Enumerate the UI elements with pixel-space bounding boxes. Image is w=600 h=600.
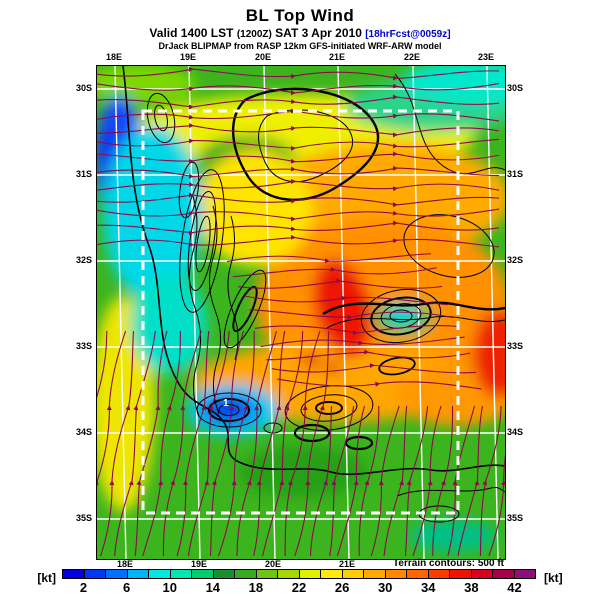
lat-label-right: 35S [507, 513, 524, 523]
lon-label-bottom: 20E [264, 559, 282, 569]
lon-label-top: 20E [254, 52, 272, 62]
colorbar-tick: 14 [205, 580, 221, 595]
colorbar-segment [364, 570, 386, 578]
colorbar-segment [213, 570, 235, 578]
lon-label-bottom: 18E [116, 559, 134, 569]
wind-streamlines [97, 66, 505, 557]
colorbar-tick: 6 [123, 580, 131, 595]
forecast-tag: [18hrFcst@0059z] [365, 29, 451, 40]
colorbar-segment [471, 570, 493, 578]
lat-label-right: 33S [507, 341, 524, 351]
colorbar-tick: 2 [79, 580, 88, 595]
colorbar-tick: 26 [334, 580, 350, 595]
valid-date: SAT 3 Apr 2010 [275, 26, 362, 40]
colorbar-segment [385, 570, 407, 578]
colorbar-segment [299, 570, 321, 578]
colorbar-unit-right: [kt] [544, 571, 563, 585]
colorbar-segment [84, 570, 106, 578]
lon-label-bottom: 21E [338, 559, 356, 569]
colorbar-segment [428, 570, 450, 578]
colorbar-tick: 10 [162, 580, 177, 595]
lon-label-top: 21E [328, 52, 346, 62]
colorbar-segment [106, 570, 128, 578]
lon-label-top: 18E [105, 52, 123, 62]
colorbar-segment [342, 570, 364, 578]
valid-time-line: Valid 1400 LST (1200Z) SAT 3 Apr 2010 [1… [0, 26, 600, 40]
colorbar-segment [278, 570, 300, 578]
inner-domain-boundary [141, 109, 460, 515]
colorbar-segment [256, 570, 278, 578]
lat-label-right: 34S [507, 427, 524, 437]
lat-label-left: 35S [75, 513, 92, 523]
colorbar-tick: 30 [377, 580, 393, 595]
lat-label-left: 32S [75, 255, 92, 265]
colorbar-segment [149, 570, 171, 578]
lat-label-left: 34S [75, 427, 92, 437]
valid-prefix: Valid 1400 LST [149, 26, 234, 40]
lat-label-right: 31S [507, 169, 524, 179]
valid-zulu: (1200Z) [236, 29, 272, 40]
colorbar-segment [63, 570, 85, 578]
lat-label-left: 33S [75, 341, 92, 351]
colorbar-segment [514, 570, 535, 578]
colorbar-segment [407, 570, 429, 578]
colorbar-segment [192, 570, 214, 578]
forecast-map: 1 [96, 65, 506, 560]
colorbar-segment [170, 570, 192, 578]
minimum-marker-label: 1 [223, 398, 229, 409]
lat-label-right: 32S [507, 255, 524, 265]
lat-label-left: 31S [75, 169, 92, 179]
colorbar-tick: 42 [507, 580, 522, 595]
terrain-note: Terrain contours: 500 ft [393, 558, 504, 569]
colorbar-tick: 34 [421, 580, 436, 595]
lon-label-bottom: 19E [190, 559, 208, 569]
lon-label-top: 22E [403, 52, 421, 62]
colorbar-segment [127, 570, 149, 578]
colorbar-segment [321, 570, 343, 578]
lat-label-right: 30S [507, 83, 524, 93]
colorbar-unit-left: [kt] [37, 571, 56, 585]
lon-label-top: 19E [179, 52, 197, 62]
colorbar-segment [235, 570, 257, 578]
colorbar-tick: 18 [248, 580, 264, 595]
forecast-map-canvas: 1 [97, 66, 505, 559]
colorbar-tick: 22 [291, 580, 307, 595]
lat-label-left: 30S [75, 83, 92, 93]
colorbar-tick: 38 [464, 580, 479, 595]
colorbar-segment [493, 570, 515, 578]
page-title: BL Top Wind [245, 6, 355, 25]
lon-label-top: 23E [477, 52, 495, 62]
model-attribution-line: DrJack BLIPMAP from RASP 12km GFS-initia… [158, 41, 442, 51]
wind-speed-colorbar [62, 569, 536, 579]
colorbar-segment [450, 570, 472, 578]
